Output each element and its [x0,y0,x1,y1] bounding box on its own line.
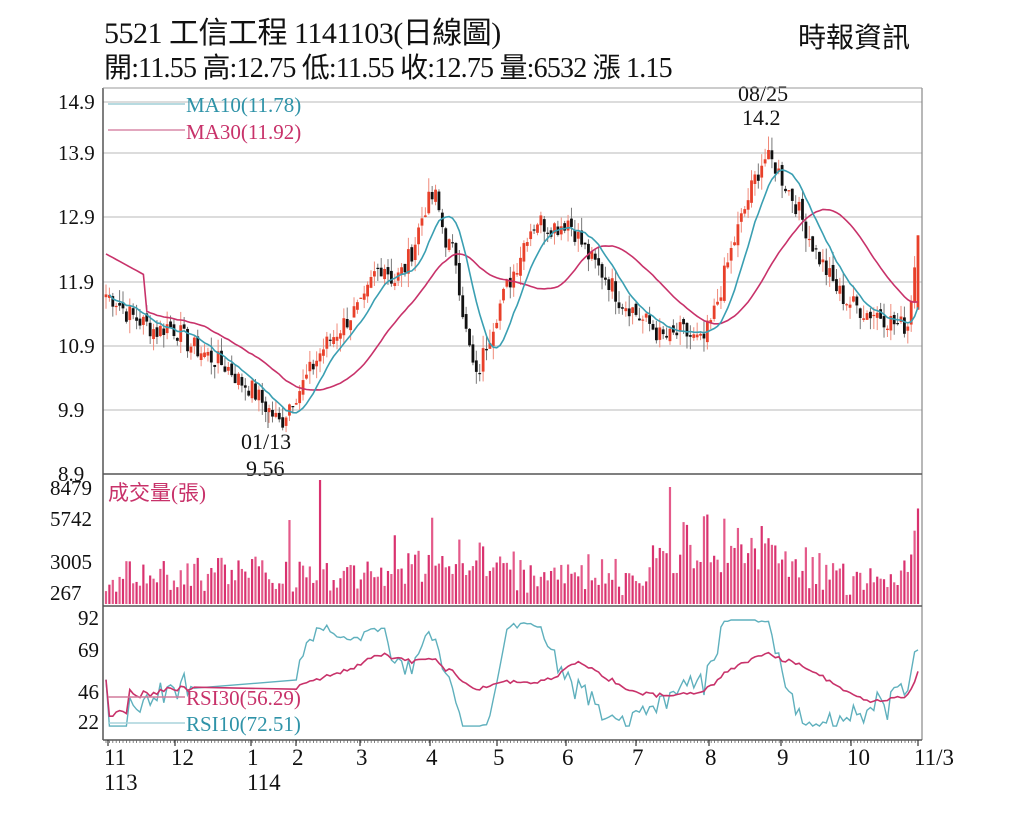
high-date-annotation: 08/25 [738,81,788,106]
date-tick-label: 11/3 [914,745,954,770]
date-tick-label: 9 [777,745,789,770]
date-tick-label: 2 [292,745,304,770]
volume-tick-label: 8479 [50,476,92,500]
date-tick-label: 4 [426,745,438,770]
ma30-line [105,208,919,391]
ma30-legend: MA30(11.92) [186,120,301,144]
chart-title: 5521 工信工程 1141103(日線圖) [104,17,501,50]
rsi30-legend: RSI30(56.29) [186,686,301,710]
price-gridlines [103,101,922,411]
volume-axis-labels: 8479 5742 3005 267 [50,476,92,605]
rsi10-line [105,619,919,728]
price-tick-label: 8.9 [58,462,84,486]
rsi-tick-label: 69 [78,638,99,662]
date-tick-label: 1 [247,745,259,770]
ma10-legend: MA10(11.78) [186,93,301,117]
date-tick-label: 12 [171,745,194,770]
date-tick-label: 8 [705,745,717,770]
volume-tick-label: 5742 [50,507,92,531]
low-value-annotation: 9.56 [246,456,285,481]
low-value-backdrop [244,456,294,478]
date-tick-label: 11 [104,745,126,770]
rsi-tick-label: 46 [78,680,99,704]
ma10-line [108,168,919,414]
date-tick-label: 7 [632,745,644,770]
high-value-annotation: 14.2 [742,105,781,130]
date-tick-label: 3 [356,745,368,770]
volume-tick-label: 3005 [50,550,92,574]
volume-tick-label: 267 [50,581,82,605]
source-label: 時報資訊 [798,23,911,54]
rsi-tick-label: 92 [78,606,99,630]
volume-title: 成交量(張) [108,481,206,505]
year-tick-label: 113 [104,770,138,795]
quote-summary: 開:11.55 高:12.75 低:11.55 收:12.75 量:6532 漲… [104,53,673,84]
x-axis-minor-ticks [105,740,916,743]
price-tick-label: 9.9 [58,398,84,422]
volume-bars [104,480,920,604]
year-tick-label: 114 [247,770,281,795]
date-tick-label: 6 [562,745,574,770]
price-tick-label: 13.9 [58,141,95,165]
price-axis-labels: 14.9 13.9 12.9 11.9 10.9 9.9 8.9 [58,90,95,486]
date-tick-label: 10 [847,745,870,770]
rsi30-line [105,651,919,718]
price-tick-label: 12.9 [58,205,95,229]
rsi-axis-labels: 92 69 46 22 [78,606,99,734]
rsi10-legend: RSI10(72.51) [186,712,301,736]
low-date-annotation: 01/13 [241,429,291,454]
price-tick-label: 11.9 [58,270,94,294]
rsi-tick-label: 22 [78,710,99,734]
date-tick-label: 5 [493,745,505,770]
price-tick-label: 10.9 [58,334,95,358]
price-tick-label: 14.9 [58,90,95,114]
